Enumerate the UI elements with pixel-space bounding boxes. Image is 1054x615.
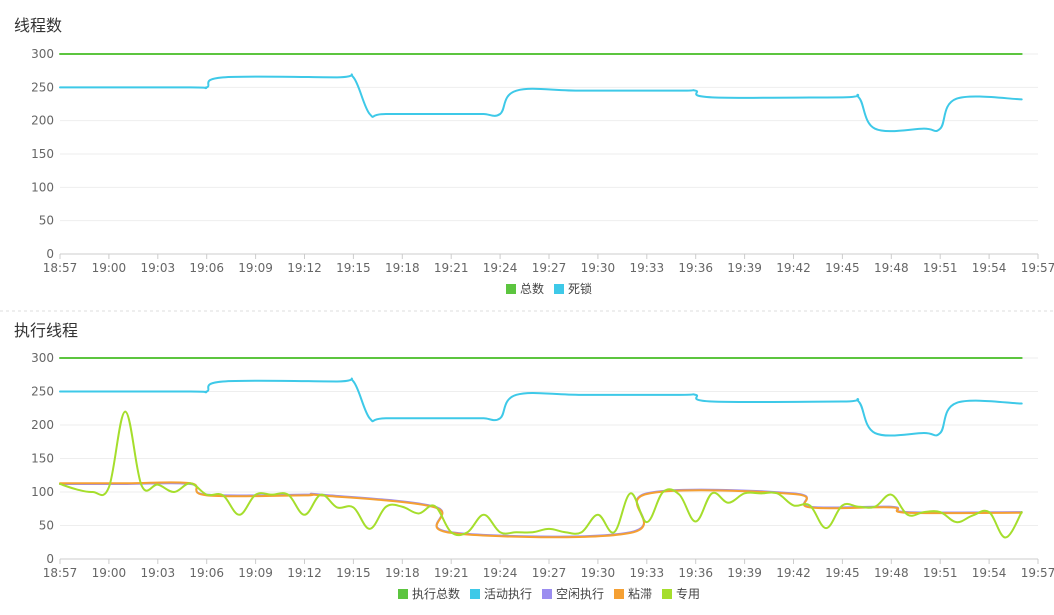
legend-swatch <box>554 284 564 294</box>
chart-title: 执行线程 <box>14 321 78 340</box>
x-tick-label: 19:06 <box>189 566 224 580</box>
x-tick-label: 19:15 <box>336 261 371 275</box>
series-lines <box>59 357 1023 539</box>
legend-item[interactable]: 空闲执行 <box>542 587 604 601</box>
x-tick-label: 19:30 <box>581 261 616 275</box>
legend[interactable]: 总数 死锁 <box>505 281 592 296</box>
legend[interactable]: 执行总数 活动执行 空闲执行 粘滞 专用 <box>397 586 700 601</box>
x-tick-label: 19:42 <box>776 566 811 580</box>
legend-item[interactable]: 执行总数 <box>397 586 460 601</box>
x-tick-label: 19:00 <box>92 566 127 580</box>
series-line-活动执行 <box>59 377 1023 437</box>
y-tick-label: 150 <box>31 147 54 161</box>
y-tick-label: 250 <box>31 80 54 94</box>
x-tick-label: 19:03 <box>141 566 176 580</box>
series-line-专用 <box>59 410 1023 539</box>
x-tick-label: 19:09 <box>238 261 273 275</box>
x-tick-label: 19:51 <box>923 566 958 580</box>
legend-label: 空闲执行 <box>556 587 604 601</box>
x-tick-label: 19:15 <box>336 566 371 580</box>
x-tick-label: 19:48 <box>874 261 909 275</box>
x-tick-label: 19:36 <box>678 566 713 580</box>
x-tick-label: 19:42 <box>776 261 811 275</box>
x-tick-label: 19:18 <box>385 261 420 275</box>
y-tick-label: 250 <box>31 385 54 399</box>
x-tick-label: 19:12 <box>287 566 322 580</box>
legend-swatch <box>469 589 480 599</box>
x-tick-label: 19:30 <box>581 566 616 580</box>
grid <box>60 53 1038 222</box>
x-tick-label: 19:33 <box>630 261 665 275</box>
grid <box>60 357 1038 526</box>
series-line-死锁 <box>59 73 1023 133</box>
legend-swatch <box>614 589 625 599</box>
y-tick-label: 50 <box>39 519 54 533</box>
legend-swatch <box>397 589 408 599</box>
legend-label: 专用 <box>676 586 700 601</box>
series-line-空闲执行 <box>59 482 1023 538</box>
legend-item[interactable]: 死锁 <box>554 281 592 296</box>
x-tick-label: 19:57 <box>1021 566 1054 580</box>
x-tick-label: 19:09 <box>238 566 273 580</box>
x-tick-label: 18:57 <box>43 566 78 580</box>
series-line-粘滞 <box>59 481 1023 539</box>
legend-swatch <box>662 589 673 599</box>
y-tick-label: 50 <box>39 214 54 228</box>
y-tick-label: 200 <box>31 418 54 432</box>
x-tick-label: 19:57 <box>1021 261 1054 275</box>
y-tick-label: 0 <box>46 552 54 566</box>
x-tick-label: 19:45 <box>825 566 860 580</box>
x-tick-label: 19:00 <box>92 261 127 275</box>
x-tick-label: 19:03 <box>141 261 176 275</box>
y-tick-label: 200 <box>31 114 54 128</box>
y-tick-label: 300 <box>31 47 54 61</box>
y-axis-ticks: 0 50 100 150 200 250 300 <box>31 47 54 261</box>
y-tick-label: 300 <box>31 351 54 365</box>
x-tick-label: 19:51 <box>923 261 958 275</box>
x-axis-ticks: 18:57 19:00 19:03 19:06 19:09 19:12 19:15 19:18… <box>43 558 1054 580</box>
x-tick-label: 19:24 <box>483 261 518 275</box>
x-tick-label: 19:48 <box>874 566 909 580</box>
y-axis-ticks: 0 50 100 150 200 250 300 <box>31 351 54 566</box>
legend-item[interactable]: 活动执行 <box>469 587 532 601</box>
thread-count-chart: 线程数 0 50 100 150 200 250 300 18:57 19:00 19:03 19… <box>14 16 1054 296</box>
x-tick-label: 19:27 <box>532 566 567 580</box>
legend-item[interactable]: 总数 <box>505 281 544 296</box>
x-tick-label: 19:27 <box>532 261 567 275</box>
x-tick-label: 19:36 <box>678 261 713 275</box>
legend-swatch <box>542 589 552 599</box>
x-tick-label: 19:24 <box>483 566 518 580</box>
x-tick-label: 19:54 <box>972 261 1007 275</box>
y-tick-label: 150 <box>31 452 54 466</box>
x-tick-label: 19:21 <box>434 261 469 275</box>
series-lines <box>59 52 1023 133</box>
x-tick-label: 19:06 <box>189 261 224 275</box>
legend-label: 活动执行 <box>484 587 532 601</box>
y-tick-label: 100 <box>31 485 54 499</box>
legend-label: 总数 <box>520 281 544 296</box>
legend-label: 执行总数 <box>412 586 460 601</box>
chart-title: 线程数 <box>14 16 62 35</box>
x-tick-label: 19:12 <box>287 261 322 275</box>
y-tick-label: 0 <box>46 247 54 261</box>
x-tick-label: 19:18 <box>385 566 420 580</box>
legend-label: 粘滞 <box>628 586 652 601</box>
x-tick-label: 18:57 <box>43 261 78 275</box>
legend-label: 死锁 <box>568 281 592 296</box>
x-tick-label: 19:39 <box>727 261 762 275</box>
legend-item[interactable]: 专用 <box>662 586 700 601</box>
x-tick-label: 19:45 <box>825 261 860 275</box>
legend-item[interactable]: 粘滞 <box>614 586 652 601</box>
x-tick-label: 19:33 <box>630 566 665 580</box>
x-axis-ticks: 18:57 19:00 19:03 19:06 19:09 19:12 19:15 19:18… <box>43 253 1054 275</box>
x-tick-label: 19:54 <box>972 566 1007 580</box>
x-tick-label: 19:39 <box>727 566 762 580</box>
x-tick-label: 19:21 <box>434 566 469 580</box>
legend-swatch <box>505 284 516 294</box>
y-tick-label: 100 <box>31 180 54 194</box>
